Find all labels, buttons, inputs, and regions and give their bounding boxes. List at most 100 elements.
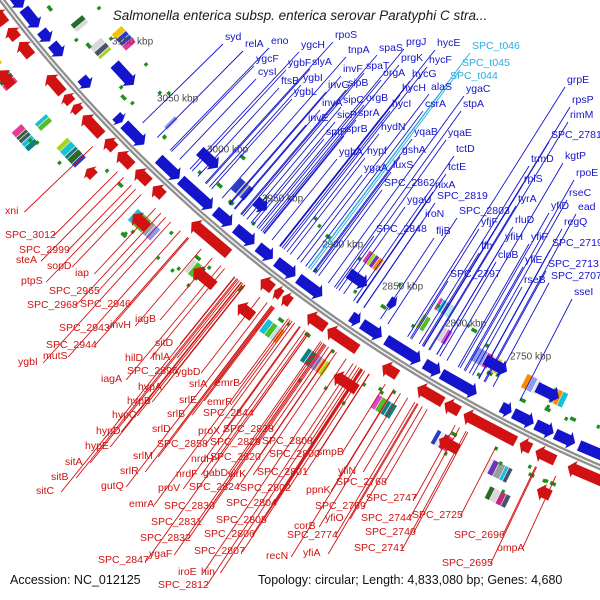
label-leader-line bbox=[264, 135, 345, 235]
position-tick-label: 2900 kbp bbox=[322, 239, 364, 250]
gene-label: hypf bbox=[367, 145, 387, 157]
label-leader-line bbox=[362, 397, 409, 473]
label-leader-line bbox=[173, 342, 323, 556]
gene-label: srlB bbox=[167, 408, 185, 420]
label-leader-line bbox=[436, 243, 504, 355]
gene-label: SPC_2830 bbox=[164, 500, 215, 512]
label-leader-line bbox=[142, 43, 224, 124]
gene-label: yfiF bbox=[531, 231, 548, 243]
gene-label: prgK bbox=[401, 52, 423, 64]
label-leader-line bbox=[483, 213, 577, 382]
gene-label: yfiN bbox=[338, 465, 356, 477]
gene-label: slyA bbox=[312, 56, 332, 68]
label-leader-line bbox=[209, 84, 302, 188]
gene-label: spaS bbox=[379, 42, 403, 54]
gene-label: corB bbox=[294, 520, 316, 532]
gene-label: nrdH bbox=[191, 453, 214, 465]
gene-label: yfiD bbox=[551, 200, 570, 212]
label-leader-line bbox=[283, 66, 428, 250]
gene-label: sitD bbox=[155, 337, 174, 349]
label-leader-line bbox=[521, 475, 557, 550]
position-tick-label: 3050 kbp bbox=[157, 93, 199, 104]
gene-label: prgJ bbox=[406, 36, 426, 48]
label-leader-line bbox=[206, 363, 354, 587]
label-leader-line bbox=[203, 307, 275, 402]
gene-label: rseC bbox=[569, 187, 592, 199]
label-leader-line bbox=[421, 252, 480, 346]
label-leader-line bbox=[468, 199, 568, 374]
gene-label: rimM bbox=[570, 109, 593, 121]
position-tick-label: 2750 kbp bbox=[510, 351, 552, 362]
gene-label: ygaC bbox=[466, 83, 491, 95]
gene-label: fljB bbox=[436, 225, 451, 237]
gene-label: SPC_2832 bbox=[140, 532, 191, 544]
label-leader-line bbox=[156, 50, 244, 138]
label-leader-line bbox=[489, 466, 538, 565]
label-leader-line bbox=[281, 110, 391, 249]
gene-label: SPC_2806 bbox=[204, 528, 255, 540]
gene-label: yfjF bbox=[481, 216, 498, 228]
label-leader-line bbox=[252, 368, 362, 536]
label-leader-line bbox=[234, 109, 321, 210]
label-leader-line bbox=[242, 72, 365, 217]
gene-label: SPC_2740 bbox=[365, 526, 416, 538]
gene-label: ygaA bbox=[364, 162, 388, 174]
gene-label: SPC_2828 bbox=[223, 423, 274, 435]
label-leader-line bbox=[260, 104, 365, 232]
label-leader-line bbox=[191, 69, 287, 172]
label-leader-line bbox=[202, 358, 347, 574]
position-tick-label: 2850 kbp bbox=[382, 281, 424, 292]
label-leader-line bbox=[120, 281, 242, 433]
gene-label: nrdF bbox=[176, 468, 198, 480]
label-leader-line bbox=[380, 237, 435, 320]
gene-label: tnpA bbox=[348, 44, 370, 56]
gene-label: SPC_2725 bbox=[412, 509, 463, 521]
label-leader-line bbox=[414, 424, 456, 500]
gene-label: sseI bbox=[574, 286, 593, 298]
gene-label: ygbI bbox=[18, 356, 38, 368]
gene-label: SPC_2944 bbox=[46, 339, 97, 351]
gene-label: tyrA bbox=[518, 193, 537, 205]
label-leader-line bbox=[211, 98, 293, 190]
gene-label: yfiH bbox=[505, 231, 523, 243]
gene-label: emrA bbox=[129, 498, 154, 510]
label-leader-line bbox=[176, 280, 240, 359]
gene-label: SPC_2824 bbox=[189, 481, 240, 493]
gene-label: nixA bbox=[435, 179, 455, 191]
gene-label: SPC_2965 bbox=[49, 285, 100, 297]
gene-label: SPC_t044 bbox=[450, 70, 498, 82]
label-leader-line bbox=[109, 282, 243, 448]
label-leader-line bbox=[288, 370, 366, 490]
label-leader-line bbox=[478, 249, 551, 379]
label-leader-line bbox=[107, 237, 189, 330]
label-leader-line bbox=[519, 298, 573, 401]
label-leader-line bbox=[229, 75, 342, 205]
gene-label: SPC_2803 bbox=[459, 205, 510, 217]
label-leader-line bbox=[231, 320, 293, 404]
gene-label: SPC_2802 bbox=[240, 482, 291, 494]
gene-label: SPC_2968 bbox=[27, 299, 78, 311]
label-leader-line bbox=[67, 184, 132, 252]
label-leader-line bbox=[263, 119, 357, 234]
label-leader-line bbox=[315, 171, 392, 274]
label-leader-line bbox=[197, 87, 280, 177]
gene-label: hypD bbox=[96, 425, 121, 437]
label-leader-line bbox=[300, 93, 430, 263]
rna-marks bbox=[27, 4, 600, 494]
label-leader-line bbox=[71, 194, 142, 268]
gene-label: srlR bbox=[120, 465, 139, 477]
gene-label: sprB bbox=[346, 123, 368, 135]
label-leader-line bbox=[289, 157, 366, 255]
accession-text: Accession: NC_012125 bbox=[10, 573, 141, 587]
label-leader-line bbox=[318, 393, 401, 528]
label-leader-line bbox=[439, 261, 497, 357]
gene-label: sopD bbox=[47, 260, 72, 272]
label-leader-line bbox=[237, 349, 333, 489]
gene-label: ygcH bbox=[301, 39, 325, 51]
gene-label: iagA bbox=[101, 373, 122, 385]
label-leader-line bbox=[429, 121, 569, 351]
label-leader-line bbox=[149, 268, 225, 360]
gene-label: SPC_2744 bbox=[361, 512, 412, 524]
gene-label: sicP bbox=[337, 109, 357, 121]
label-leader-line bbox=[423, 185, 523, 347]
